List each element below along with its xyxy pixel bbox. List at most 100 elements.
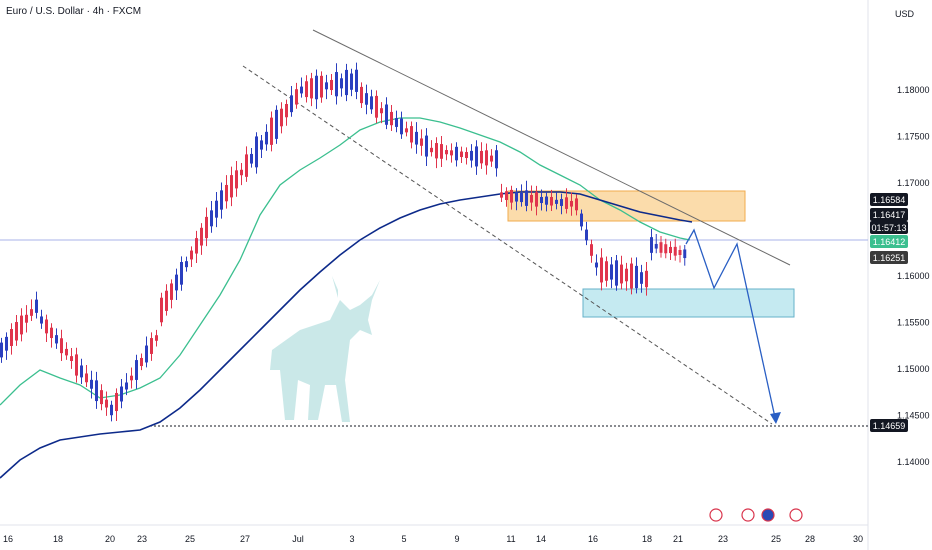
- candle-body[interactable]: [610, 264, 613, 280]
- candle-body[interactable]: [230, 175, 233, 198]
- candle-body[interactable]: [100, 390, 103, 405]
- candle-body[interactable]: [255, 136, 258, 168]
- candle-body[interactable]: [155, 335, 158, 341]
- candle-body[interactable]: [115, 392, 118, 412]
- projection-path[interactable]: [685, 228, 777, 423]
- candle-body[interactable]: [140, 357, 143, 367]
- candle-body[interactable]: [200, 227, 203, 246]
- candlestick-series[interactable]: [0, 62, 687, 422]
- candle-body[interactable]: [480, 150, 483, 164]
- candle-body[interactable]: [659, 242, 663, 253]
- candle-body[interactable]: [260, 140, 263, 150]
- candle-body[interactable]: [20, 315, 23, 335]
- candle-body[interactable]: [30, 309, 33, 316]
- candle-body[interactable]: [405, 128, 408, 133]
- candle-body[interactable]: [395, 118, 398, 127]
- candle-body[interactable]: [615, 260, 618, 286]
- candle-body[interactable]: [490, 155, 493, 162]
- us-flag-icon[interactable]: [709, 508, 723, 522]
- candle-body[interactable]: [225, 184, 228, 202]
- candle-body[interactable]: [250, 153, 253, 164]
- candle-body[interactable]: [645, 270, 648, 288]
- candle-body[interactable]: [235, 170, 238, 189]
- candle-body[interactable]: [330, 79, 333, 91]
- eu-flag-icon[interactable]: [761, 508, 775, 522]
- candle-body[interactable]: [205, 216, 208, 239]
- candle-body[interactable]: [265, 131, 268, 145]
- candle-body[interactable]: [420, 138, 423, 146]
- candle-body[interactable]: [385, 104, 388, 125]
- candle-body[interactable]: [95, 380, 98, 402]
- candle-body[interactable]: [345, 69, 348, 96]
- candle-body[interactable]: [320, 75, 323, 98]
- candle-body[interactable]: [90, 379, 93, 389]
- candle-body[interactable]: [415, 131, 418, 145]
- candle-body[interactable]: [5, 336, 8, 351]
- candle-body[interactable]: [215, 200, 218, 218]
- candle-body[interactable]: [105, 399, 108, 408]
- candle-body[interactable]: [640, 272, 643, 284]
- candle-body[interactable]: [365, 93, 368, 105]
- candle-body[interactable]: [170, 283, 173, 300]
- candle-body[interactable]: [575, 198, 578, 211]
- trendline-upper[interactable]: [312, 29, 791, 266]
- candle-body[interactable]: [550, 196, 553, 206]
- candle-body[interactable]: [683, 249, 687, 259]
- candle-body[interactable]: [505, 191, 508, 201]
- candle-body[interactable]: [520, 192, 523, 203]
- candle-body[interactable]: [130, 375, 133, 381]
- candle-body[interactable]: [510, 189, 513, 203]
- resistance-zone[interactable]: [507, 190, 746, 222]
- candle-body[interactable]: [285, 103, 288, 118]
- candle-body[interactable]: [15, 322, 18, 341]
- candle-body[interactable]: [570, 200, 573, 207]
- candle-body[interactable]: [360, 86, 363, 104]
- ema-slow-line[interactable]: [0, 191, 693, 479]
- candle-body[interactable]: [210, 210, 213, 227]
- candle-body[interactable]: [185, 261, 188, 268]
- candle-body[interactable]: [295, 89, 298, 105]
- candle-body[interactable]: [475, 146, 478, 167]
- candle-body[interactable]: [435, 143, 438, 159]
- candle-body[interactable]: [390, 111, 393, 126]
- candle-body[interactable]: [590, 244, 593, 256]
- candle-body[interactable]: [35, 299, 38, 313]
- candle-body[interactable]: [430, 147, 433, 153]
- candle-body[interactable]: [500, 192, 503, 198]
- candle-body[interactable]: [664, 244, 668, 254]
- candle-body[interactable]: [305, 81, 308, 98]
- candle-body[interactable]: [45, 319, 48, 334]
- candle-body[interactable]: [669, 246, 672, 254]
- candle-body[interactable]: [75, 354, 78, 376]
- candle-body[interactable]: [195, 238, 198, 254]
- candle-body[interactable]: [315, 75, 318, 100]
- candle-body[interactable]: [455, 146, 458, 161]
- candle-body[interactable]: [325, 82, 328, 90]
- candle-body[interactable]: [630, 263, 633, 289]
- candle-body[interactable]: [240, 169, 243, 176]
- candle-body[interactable]: [560, 199, 563, 206]
- candle-body[interactable]: [165, 290, 168, 311]
- candle-body[interactable]: [60, 338, 63, 354]
- candle-body[interactable]: [460, 151, 463, 158]
- candle-body[interactable]: [40, 316, 43, 324]
- candle-body[interactable]: [135, 360, 138, 380]
- us-flag-icon[interactable]: [741, 508, 755, 522]
- candle-body[interactable]: [620, 264, 623, 284]
- candle-body[interactable]: [180, 262, 183, 285]
- candle-body[interactable]: [530, 194, 533, 203]
- candle-body[interactable]: [70, 356, 73, 362]
- candle-body[interactable]: [355, 69, 358, 92]
- candle-body[interactable]: [470, 150, 473, 161]
- candle-body[interactable]: [290, 95, 293, 113]
- candle-body[interactable]: [545, 196, 548, 205]
- candle-body[interactable]: [515, 192, 518, 202]
- trendline-lower[interactable]: [242, 65, 773, 425]
- candle-body[interactable]: [410, 126, 413, 143]
- candle-body[interactable]: [595, 262, 598, 268]
- candle-body[interactable]: [375, 95, 378, 118]
- candle-body[interactable]: [50, 327, 53, 339]
- candle-body[interactable]: [650, 237, 653, 253]
- candle-body[interactable]: [85, 373, 88, 383]
